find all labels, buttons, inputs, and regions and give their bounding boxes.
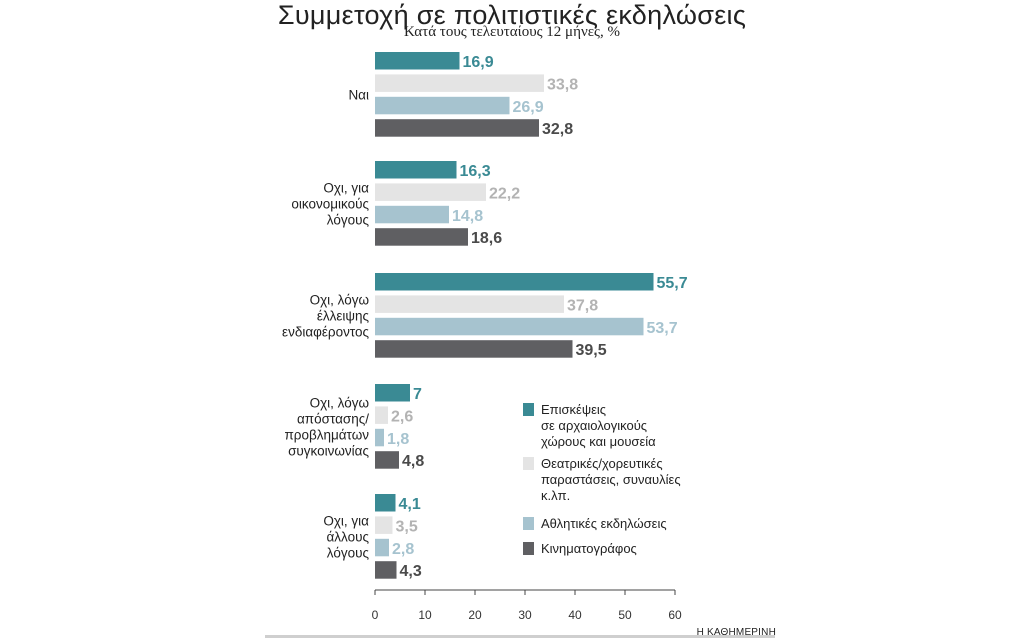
bar-value-label: 37,8 [567,297,598,314]
legend-label: Κινηματογράφος [541,541,637,556]
category-label-line: οικονομικούς [291,196,369,211]
bar-value-label: 2,8 [392,541,414,558]
bar-value-label: 4,3 [400,563,422,580]
bar-value-label: 33,8 [547,76,578,93]
category-label-line: ενδιαφέροντος [282,324,369,339]
category-label: Οχι, λόγω απόστασης/προβλημάτων συγκοινωνί… [284,395,369,458]
category-label: Ναι [348,87,369,102]
category-label-line: Οχι, για [323,513,369,528]
category-label-line: λόγους [327,212,370,227]
legend-label-line: χώρους και μουσεία [541,434,656,449]
category-label-line: προβλημάτων [284,427,369,442]
category-label: Οχι, λόγω έλλειψης ενδιαφέροντος [282,292,369,339]
legend-swatch [523,542,534,555]
legend-label: Θεατρικές/χορευτικές παραστάσεις, συναυλί… [541,456,681,503]
bar-value-label: 16,9 [463,54,494,71]
bar [375,295,564,313]
bar [375,228,468,246]
legend-label-line: Επισκέψεις [541,402,606,417]
bar-value-label: 32,8 [542,121,573,138]
x-tick-label: 50 [618,608,632,622]
bar-value-label: 55,7 [657,275,688,292]
bar-value-label: 2,6 [391,408,413,425]
bar-value-label: 3,5 [396,518,418,535]
legend-label: Επισκέψεις σε αρχαιολογικούς χώρους και μο… [541,402,656,449]
bar [375,183,486,201]
bar-value-label: 4,1 [399,496,421,513]
x-tick-label: 40 [568,608,582,622]
x-tick-label: 0 [372,608,379,622]
legend-swatch [523,517,534,530]
bar-value-label: 1,8 [387,431,409,448]
bar-value-label: 14,8 [452,208,483,225]
category-label-line: έλλειψης [317,308,370,323]
bar [375,273,654,291]
legend-label-line: Θεατρικές/χορευτικές [541,456,663,471]
legend-label-line: Αθλητικές εκδηλώσεις [541,516,667,531]
bar [375,406,388,424]
chart-subtitle: Κατά τους τελευταίους 12 μήνες, % [404,24,620,40]
legend-label: Αθλητικές εκδηλώσεις [541,516,667,531]
bar [375,494,396,512]
category-label-line: Οχι, για [323,180,369,195]
bar-value-label: 22,2 [489,185,520,202]
legend-label-line: κ.λπ. [541,488,570,503]
category-label-line: Οχι, λόγω [310,292,369,307]
bar [375,74,544,92]
bar-value-label: 53,7 [647,320,678,337]
bar [375,96,510,115]
bar [375,161,457,179]
bar [375,52,460,70]
category-label: Οχι, για άλλους λόγους [323,513,369,560]
category-label-line: Οχι, λόγω [310,395,369,410]
bar [375,384,410,402]
legend-label-line: Κινηματογράφος [541,541,637,556]
category-label-line: άλλους [327,529,370,544]
category-label-line: λόγους [327,545,370,560]
bar [375,205,449,224]
x-tick-label: 20 [468,608,482,622]
bar-value-label: 16,3 [460,163,491,180]
bar [375,317,644,336]
bar-value-label: 7 [413,386,422,403]
bar-value-label: 26,9 [513,99,544,116]
x-tick-label: 60 [668,608,682,622]
bar-value-label: 18,6 [471,230,502,247]
bar [375,516,393,534]
category-label-line: συγκοινωνίας [288,443,369,458]
bar [375,340,573,358]
bottom-rule [265,635,775,638]
bar [375,428,384,447]
category-label: Οχι, για οικονομικούς λόγους [291,180,369,227]
legend-swatch [523,457,534,470]
bar-value-label: 39,5 [576,342,607,359]
x-tick-label: 10 [418,608,432,622]
x-tick-label: 30 [518,608,532,622]
legend-label-line: σε αρχαιολογικούς [541,418,647,433]
category-label-line: απόστασης/ [297,411,369,426]
bar-value-label: 4,8 [402,453,424,470]
bar [375,119,539,137]
bar [375,538,389,557]
category-label-line: Ναι [348,87,369,102]
legend-swatch [523,403,534,416]
legend-label-line: παραστάσεις, συναυλίες [541,472,681,487]
bar [375,561,397,579]
source-credit: Η ΚΑΘΗΜΕΡΙΝΗ [696,627,776,638]
chart-title: Συμμετοχή σε πολιτιστικές εκδηλώσεις [277,0,747,30]
bar [375,451,399,469]
